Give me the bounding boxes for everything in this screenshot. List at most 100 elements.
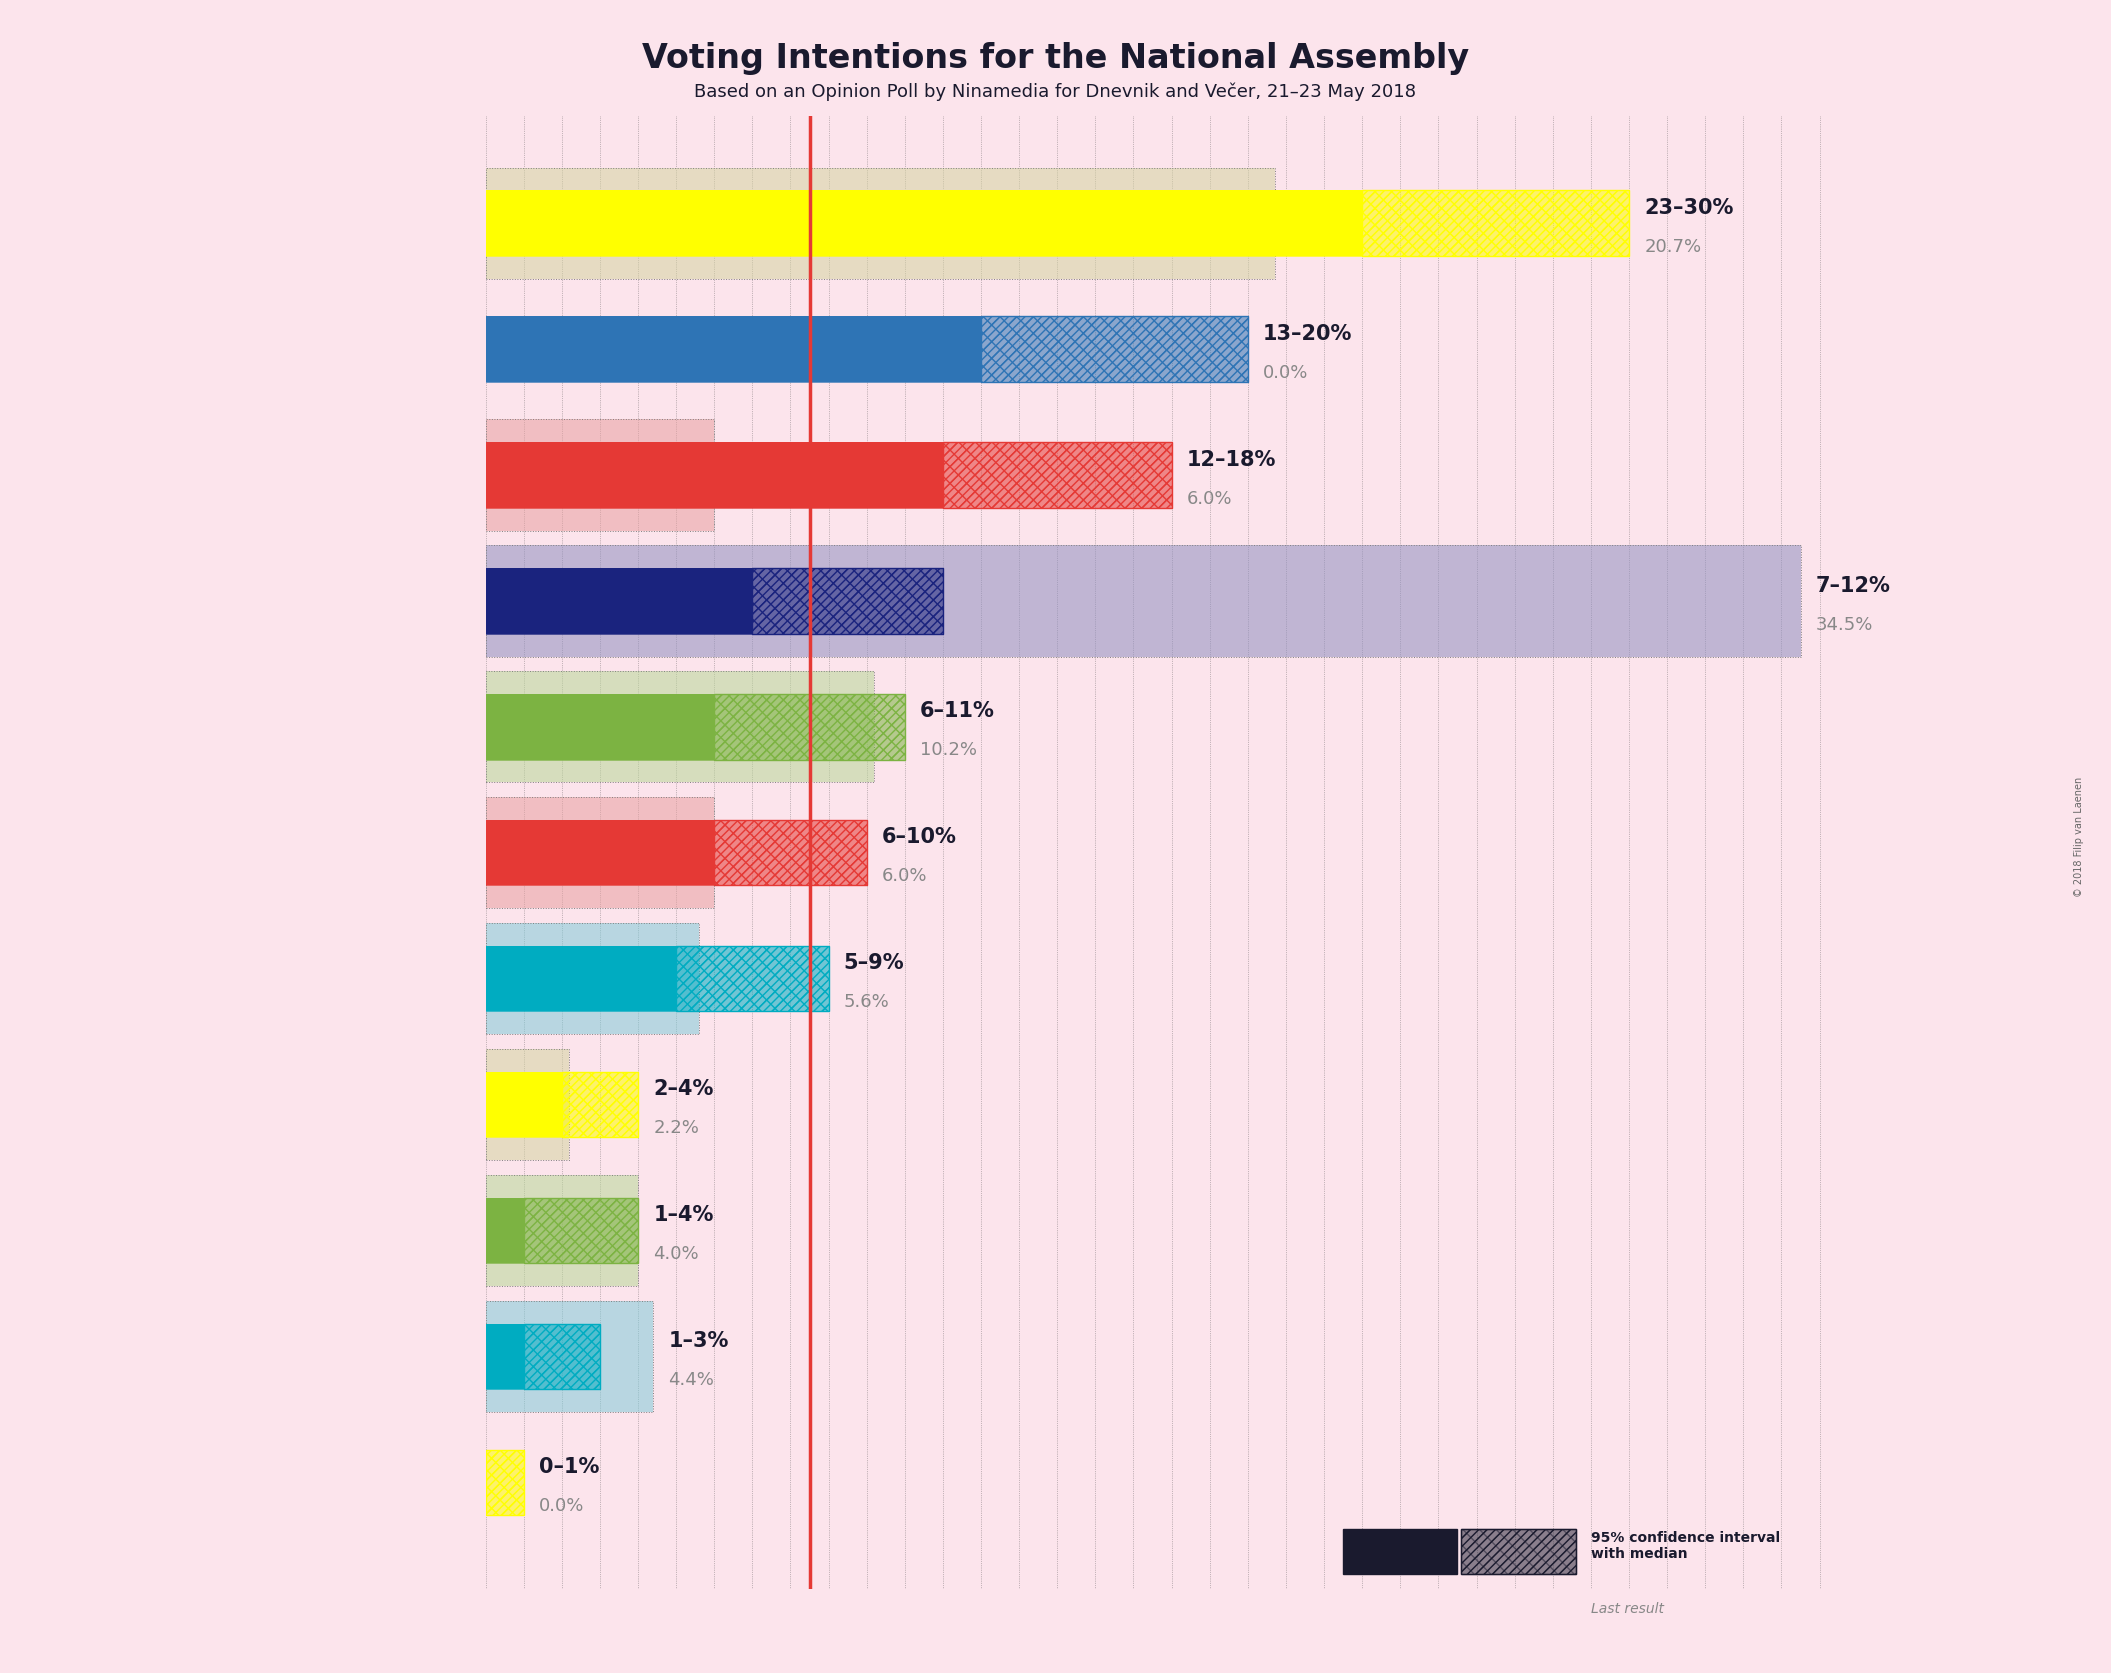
Bar [486,443,944,509]
Bar [486,798,714,908]
Bar [486,1450,524,1516]
Text: 7–12%: 7–12% [1815,576,1891,596]
Bar [486,694,714,760]
Text: 23–30%: 23–30% [1644,197,1733,217]
Bar [944,443,1172,509]
Bar [486,1198,524,1263]
Text: 6.0%: 6.0% [882,867,927,885]
Text: 2.2%: 2.2% [652,1119,699,1136]
Text: 6–10%: 6–10% [882,826,956,847]
Bar [562,1072,638,1138]
Bar [752,569,944,634]
Bar [486,443,944,509]
Bar [486,694,714,760]
Text: 0.0%: 0.0% [1262,363,1309,381]
Bar [982,318,1248,383]
Bar [486,545,1801,657]
Bar [714,820,868,887]
Bar [486,1302,652,1412]
Bar [676,947,828,1012]
Bar [982,318,1248,383]
Bar [486,1198,524,1263]
Bar [486,1450,524,1516]
Text: Based on an Opinion Poll by Ninamedia for Dnevnik and Večer, 21–23 May 2018: Based on an Opinion Poll by Ninamedia fo… [695,82,1416,102]
Bar [1461,1529,1575,1574]
Bar [752,569,944,634]
Text: 0.0%: 0.0% [538,1496,585,1514]
Bar [944,443,1172,509]
Bar [486,169,1275,279]
Bar [486,318,982,383]
Bar [486,1174,638,1287]
Bar [562,1072,638,1138]
Bar [1362,191,1630,256]
Bar [714,820,868,887]
Bar [486,947,676,1012]
Text: 5.6%: 5.6% [844,992,889,1010]
Text: 13–20%: 13–20% [1262,323,1353,343]
Bar [486,820,714,887]
Bar [486,820,714,887]
Text: 12–18%: 12–18% [1186,450,1277,470]
Bar [714,820,868,887]
Bar [486,1450,524,1516]
Text: 5–9%: 5–9% [844,952,904,972]
Bar [486,673,874,783]
Bar [562,1072,638,1138]
Bar [524,1323,600,1389]
Bar [676,947,828,1012]
Text: 1–4%: 1–4% [652,1205,714,1225]
Bar [486,1072,562,1138]
Bar [944,443,1172,509]
Text: 6.0%: 6.0% [1186,490,1233,507]
Bar [486,1323,524,1389]
Bar [1343,1529,1457,1574]
Text: Last result: Last result [1592,1601,1663,1614]
Bar [1343,1599,1575,1630]
Bar [486,1302,652,1412]
Bar [486,923,699,1034]
Text: 20.7%: 20.7% [1644,238,1701,256]
Bar [524,1198,638,1263]
Bar [714,694,906,760]
Bar [486,169,1275,279]
Bar [524,1323,600,1389]
Bar [486,1323,524,1389]
Bar [714,694,906,760]
Bar [714,694,906,760]
Bar [524,1323,600,1389]
Bar [486,923,699,1034]
Bar [486,318,982,383]
Bar [486,798,714,908]
Bar [524,1198,638,1263]
Text: 34.5%: 34.5% [1815,616,1872,632]
Bar [524,1198,638,1263]
Bar [562,1072,638,1138]
Bar [1362,191,1630,256]
Bar [486,420,714,532]
Bar [752,569,944,634]
Bar [1362,191,1630,256]
Text: 2–4%: 2–4% [652,1079,714,1099]
Bar [524,1323,600,1389]
Bar [486,1049,570,1161]
Bar [486,569,752,634]
Bar [714,820,868,887]
Bar [486,191,1362,256]
Bar [676,947,828,1012]
Bar [486,569,752,634]
Bar [1461,1529,1575,1574]
Text: 4.0%: 4.0% [652,1245,699,1263]
Bar [982,318,1248,383]
Bar [944,443,1172,509]
Bar [676,947,828,1012]
Bar [486,1072,562,1138]
Text: 95% confidence interval
with median: 95% confidence interval with median [1592,1531,1780,1561]
Text: 6–11%: 6–11% [920,701,994,721]
Text: 10.2%: 10.2% [920,741,977,760]
Text: 1–3%: 1–3% [669,1330,728,1350]
Bar [486,947,676,1012]
Bar [714,694,906,760]
Bar [752,569,944,634]
Bar [486,191,1362,256]
